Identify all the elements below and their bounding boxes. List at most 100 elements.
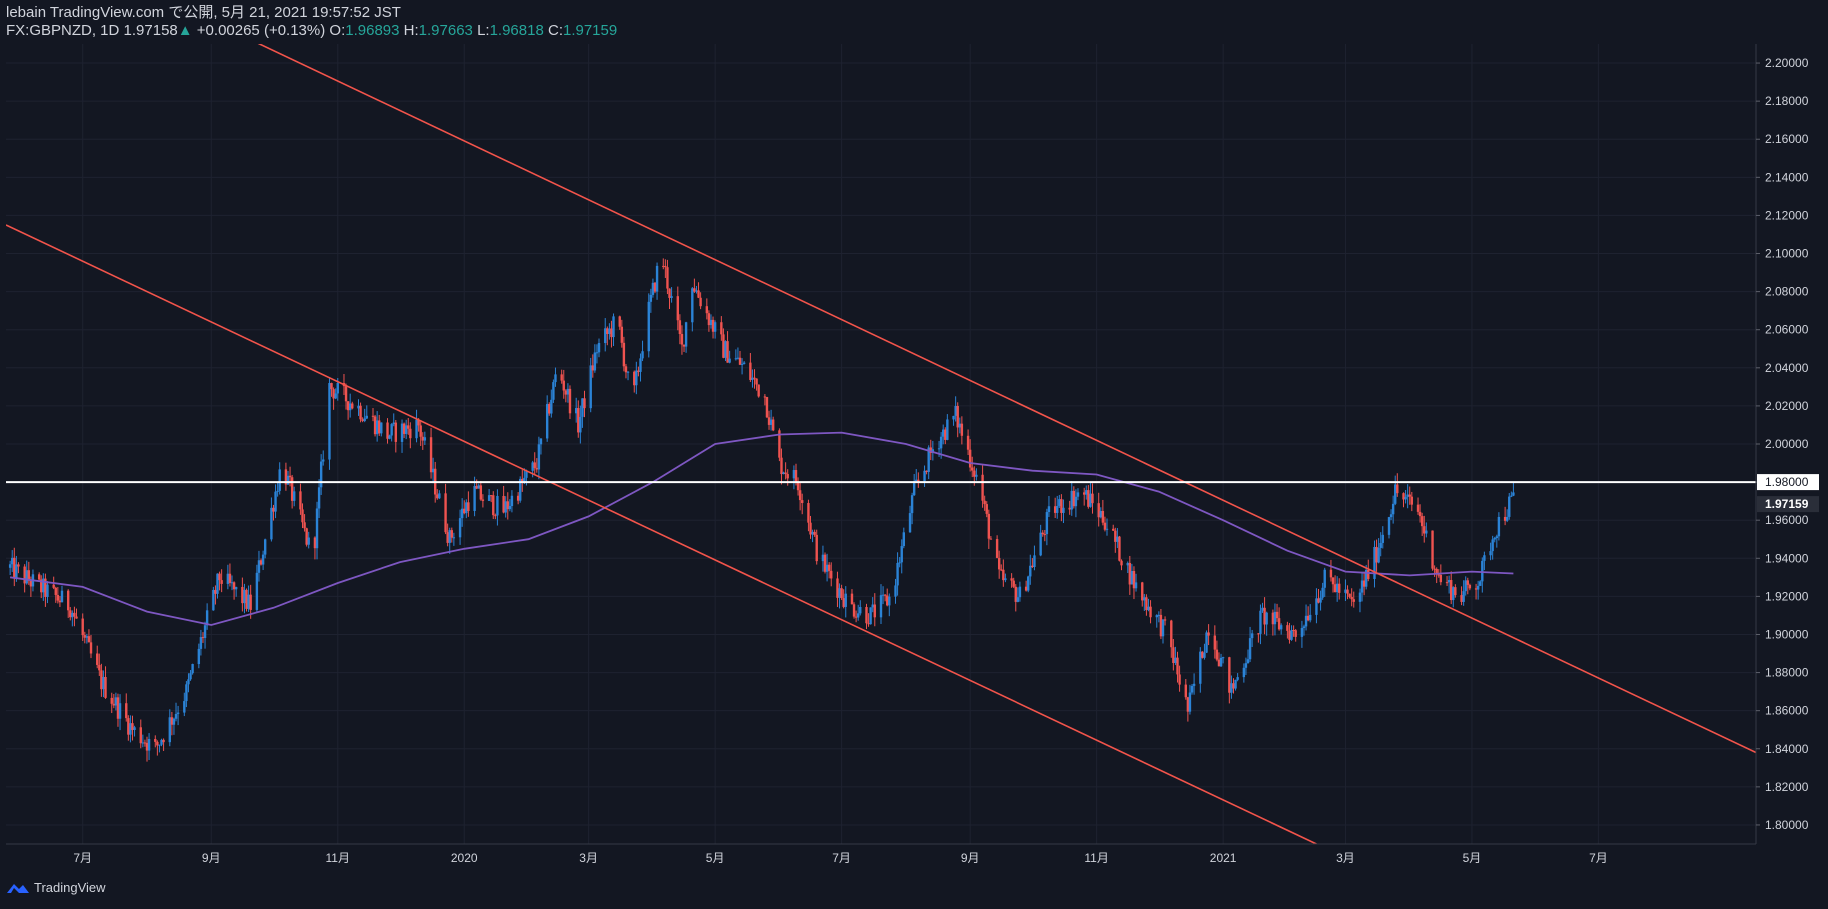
candle-down (983, 500, 986, 505)
candle-up (1219, 657, 1223, 667)
candle-up (728, 358, 731, 363)
candle-down (96, 653, 99, 665)
candle-down (699, 297, 702, 307)
candle-down (562, 380, 565, 391)
candle-down (305, 528, 308, 545)
symbol-label[interactable]: FX:GBPNZD, 1D (6, 22, 120, 39)
candle-up (736, 357, 740, 359)
candle-up (1510, 495, 1513, 497)
candle-down (1402, 493, 1405, 500)
candle-down (290, 477, 294, 501)
candle-up (1493, 538, 1496, 540)
candle-down (633, 371, 636, 386)
candle-down (481, 499, 485, 501)
candle-down (100, 670, 103, 690)
candle-down (1288, 630, 1291, 640)
candle-down (446, 532, 449, 543)
candle-down (81, 618, 84, 636)
candle-up (205, 610, 209, 626)
candle-down (421, 436, 424, 441)
candle-up (1321, 587, 1324, 598)
candle-up (1406, 494, 1409, 497)
candle-down (577, 408, 580, 433)
candle-down (1416, 504, 1420, 512)
candle-down (463, 508, 466, 514)
candle-up (1373, 546, 1376, 579)
candle-down (112, 703, 116, 706)
x-tick-label: 5月 (706, 851, 725, 865)
candle-up (243, 589, 246, 604)
candle-up (958, 423, 961, 428)
candle-down (131, 723, 134, 730)
candle-down (1041, 532, 1044, 535)
candle-up (270, 507, 273, 540)
candle-down (960, 423, 964, 436)
candle-up (404, 425, 408, 434)
candle-up (651, 282, 655, 295)
candle-up (60, 590, 64, 603)
candle-down (707, 313, 711, 326)
candle-down (564, 390, 568, 395)
candle-down (1439, 574, 1443, 583)
candle-down (1346, 589, 1349, 594)
candle-down (1257, 633, 1260, 635)
candle-up (937, 448, 941, 450)
candle-up (1004, 578, 1007, 581)
candle-up (1056, 505, 1059, 513)
candle-up (1302, 626, 1306, 628)
candle-up (129, 723, 132, 735)
candle-up (261, 554, 265, 565)
candle-up (458, 518, 462, 538)
candle-down (1132, 571, 1136, 589)
candle-down (1184, 684, 1187, 698)
candle-down (850, 593, 854, 605)
candle-up (879, 595, 883, 618)
candle-down (58, 600, 62, 603)
lower-trendline[interactable] (6, 224, 1317, 844)
candle-down (436, 494, 439, 499)
candle-down (492, 495, 495, 516)
candle-down (23, 566, 26, 584)
candle-up (278, 469, 281, 491)
candle-down (1454, 587, 1457, 596)
candle-up (1039, 532, 1042, 556)
upper-trendline[interactable] (211, 21, 1756, 754)
brand-label[interactable]: TradingView (34, 880, 106, 895)
candle-down (637, 370, 640, 372)
candle-down (653, 282, 657, 292)
candle-up (274, 491, 277, 512)
candle-up (315, 508, 319, 549)
candle-down (241, 586, 244, 604)
candle-down (823, 554, 827, 572)
candle-down (98, 664, 101, 671)
candle-down (1010, 578, 1013, 581)
low-value: 1.96818 (489, 22, 544, 39)
y-tick-label: 1.82000 (1765, 780, 1809, 794)
candle-up (1491, 539, 1494, 552)
close-value: 1.97159 (562, 22, 618, 39)
candle-down (1352, 599, 1355, 602)
candle-up (1058, 499, 1061, 506)
high-label: H: (403, 22, 419, 39)
candle-up (380, 422, 383, 434)
candle-down (56, 594, 60, 601)
candle-up (1205, 632, 1208, 653)
candle-down (1420, 516, 1424, 527)
candle-down (1068, 507, 1071, 510)
candle-down (1362, 580, 1366, 587)
candle-up (42, 578, 45, 593)
candle-down (346, 401, 350, 411)
candle-down (1186, 697, 1190, 712)
candle-down (1091, 493, 1094, 504)
candle-down (1503, 516, 1507, 521)
y-tick-label: 2.08000 (1765, 285, 1809, 299)
candle-up (639, 358, 642, 372)
x-tick-label: 2020 (451, 851, 478, 865)
candle-down (1435, 568, 1438, 575)
candle-down (944, 429, 947, 440)
candle-down (450, 530, 453, 538)
candle-down (989, 538, 993, 540)
y-tick-label: 1.92000 (1765, 589, 1809, 603)
candle-down (1163, 619, 1167, 621)
